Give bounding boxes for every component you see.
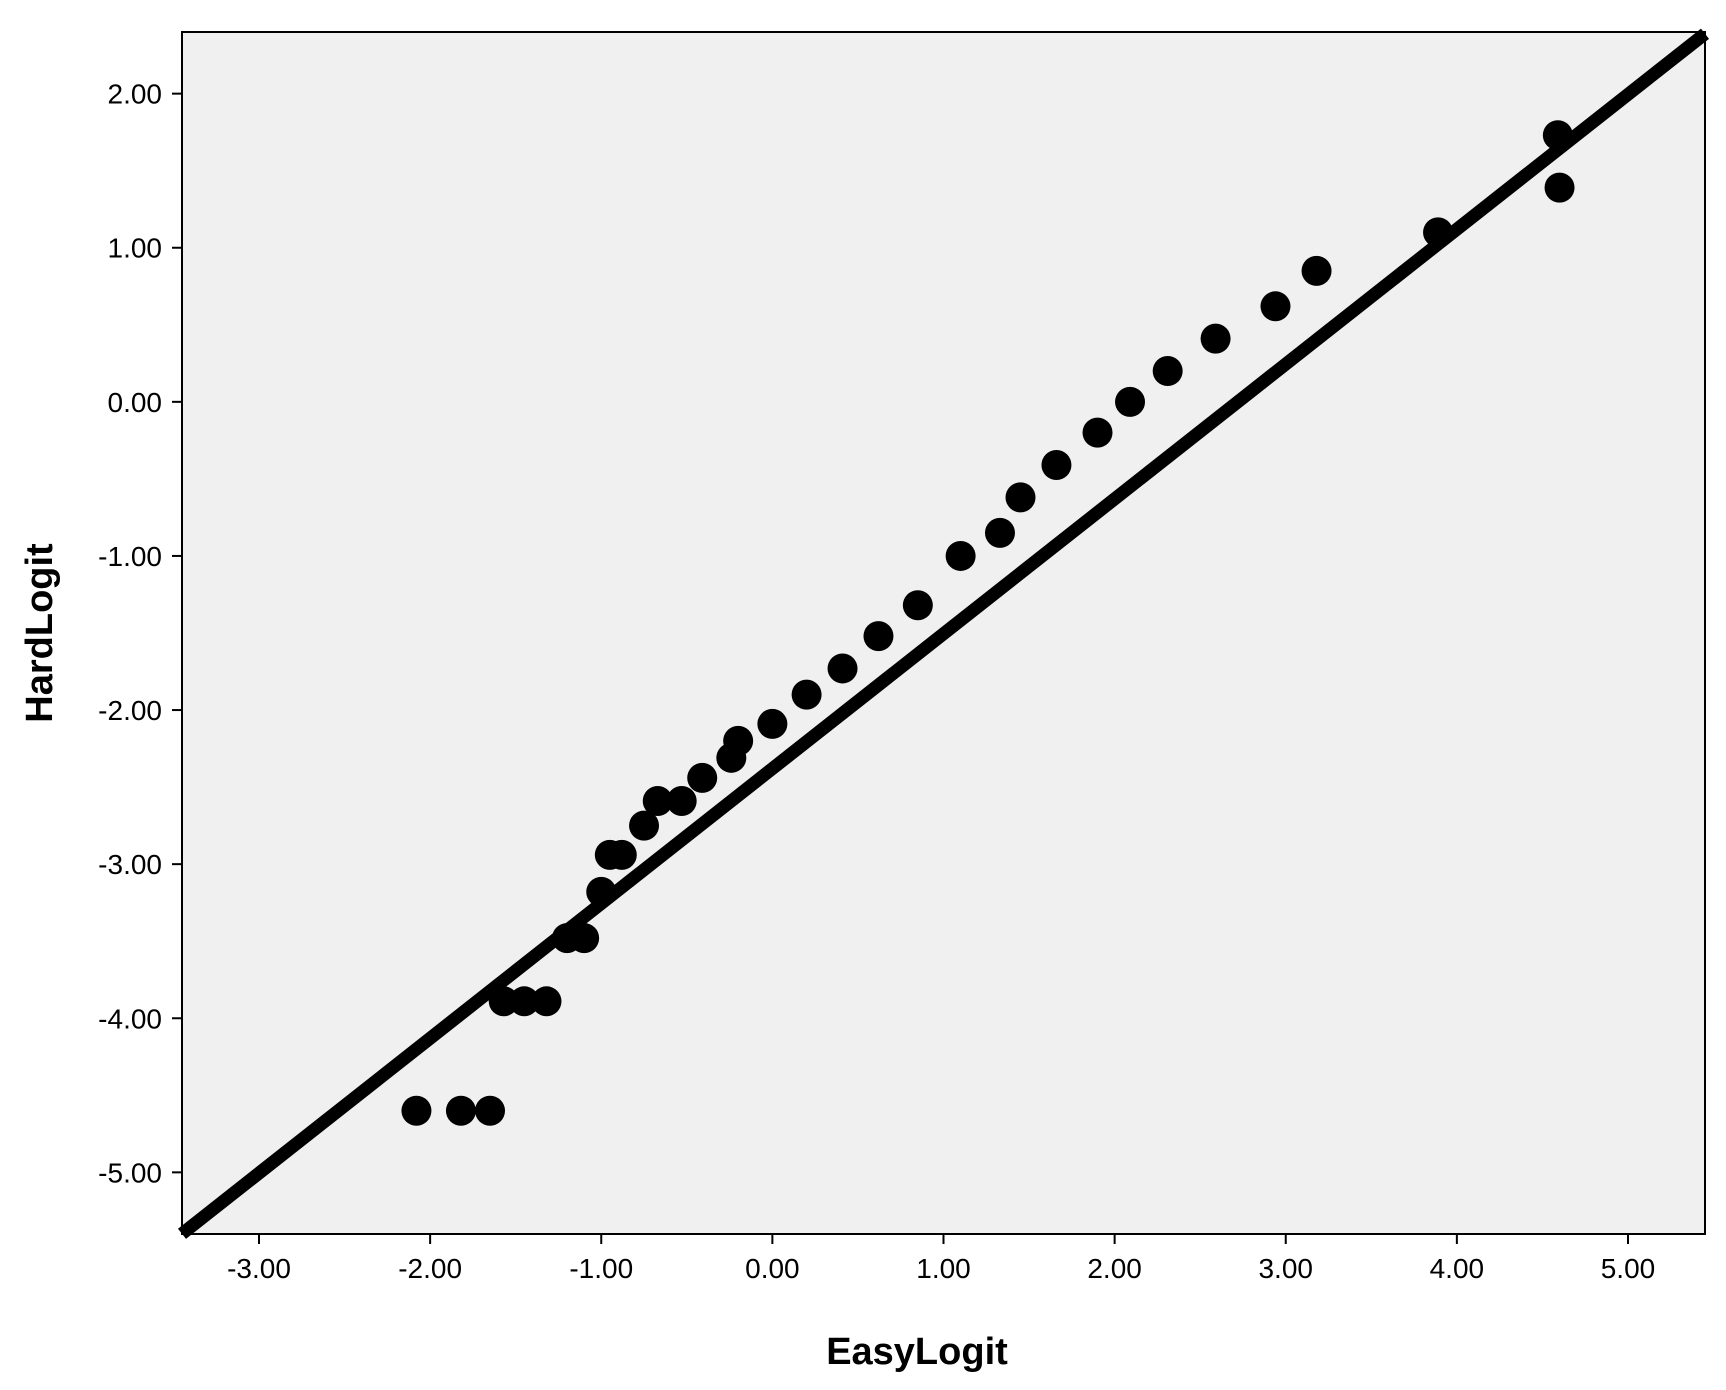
data-point [586, 876, 617, 907]
data-point [1082, 417, 1113, 448]
x-axis-title: EasyLogit [826, 1331, 1008, 1373]
data-point [1301, 255, 1332, 286]
data-point [569, 923, 600, 954]
x-tick-label: 1.00 [916, 1253, 971, 1284]
data-point [1260, 291, 1291, 322]
x-tick-label: -2.00 [398, 1253, 462, 1284]
data-point [509, 986, 540, 1017]
data-point [629, 810, 660, 841]
data-point [531, 986, 562, 1017]
y-tick-label: -4.00 [98, 1003, 162, 1034]
y-tick-label: -5.00 [98, 1157, 162, 1188]
data-point [401, 1095, 432, 1126]
y-axis-title: HardLogit [19, 543, 61, 723]
data-points [401, 120, 1575, 1126]
x-tick-label: 3.00 [1258, 1253, 1313, 1284]
data-point [1152, 356, 1183, 387]
data-point [606, 839, 637, 870]
data-point [984, 517, 1015, 548]
data-point [1115, 386, 1146, 417]
data-point [1544, 172, 1575, 203]
data-point [666, 785, 697, 816]
x-tick-label: -1.00 [569, 1253, 633, 1284]
x-tick-label: 4.00 [1430, 1253, 1485, 1284]
data-point [687, 762, 718, 793]
y-tick-label: -1.00 [98, 541, 162, 572]
data-point [723, 725, 754, 756]
data-point [863, 621, 894, 652]
data-point [642, 785, 673, 816]
x-tick-label: 5.00 [1601, 1253, 1656, 1284]
y-tick-label: -2.00 [98, 695, 162, 726]
data-point [1005, 482, 1036, 513]
data-point [902, 590, 933, 621]
data-point [1542, 120, 1573, 151]
y-tick-label: 1.00 [108, 233, 163, 264]
data-point [475, 1095, 506, 1126]
data-point [445, 1095, 476, 1126]
data-point [488, 986, 519, 1017]
x-tick-label: 0.00 [745, 1253, 800, 1284]
data-point [945, 540, 976, 571]
data-point [791, 679, 822, 710]
y-tick-label: -3.00 [98, 849, 162, 880]
y-tick-label: 0.00 [108, 387, 163, 418]
x-axis-ticks: -3.00 -2.00 -1.00 0.00 1.00 2.00 3.00 4.00 5.00 [227, 1234, 1655, 1284]
y-axis-ticks: -5.00 -4.00 -3.00 -2.00 -1.00 0.00 1.00 2.00 [98, 79, 182, 1188]
data-point [1423, 217, 1454, 248]
data-point [827, 653, 858, 684]
data-point [1200, 323, 1231, 354]
x-tick-label: 2.00 [1087, 1253, 1142, 1284]
y-tick-label: 2.00 [108, 79, 163, 110]
x-tick-label: -3.00 [227, 1253, 291, 1284]
data-point [1041, 450, 1072, 481]
data-point [757, 708, 788, 739]
